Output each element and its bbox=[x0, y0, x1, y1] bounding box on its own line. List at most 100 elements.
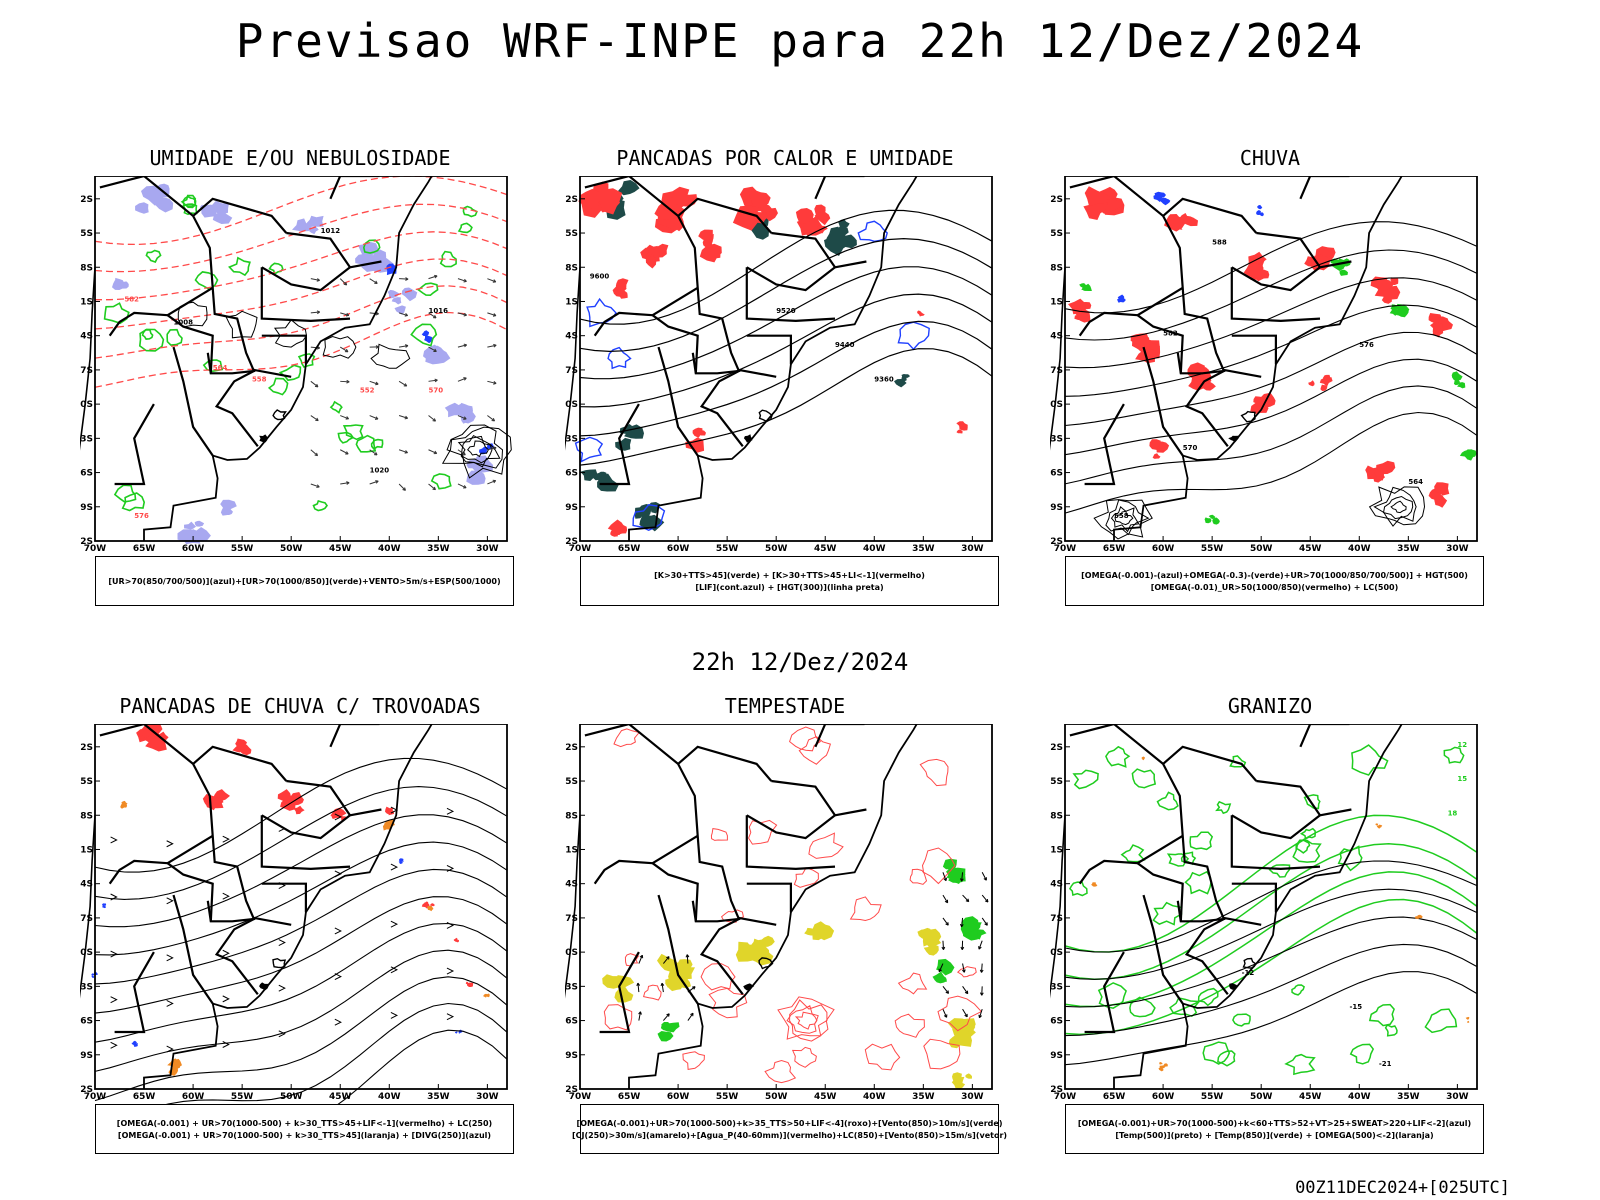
panel-chuva: CHUVA 588 582 576 570 564 558 12S 15S 18S 21S 24S 2… bbox=[1050, 146, 1490, 626]
strong-wind-vector bbox=[978, 946, 982, 950]
temp-850-contour bbox=[1156, 791, 1179, 811]
strong-wind-vector bbox=[981, 872, 987, 881]
lon-tick-label: 40W bbox=[863, 1092, 886, 1102]
country-border bbox=[1231, 779, 1322, 840]
moisture-upper-area bbox=[458, 402, 473, 412]
page-title: Previsao WRF-INPE para 22h 12/Dez/2024 bbox=[235, 14, 1365, 68]
wind-vector bbox=[457, 377, 467, 382]
wind-vector bbox=[398, 415, 408, 419]
moisture-core-area bbox=[424, 331, 430, 336]
country-border bbox=[593, 311, 653, 337]
divergence-area bbox=[398, 861, 403, 864]
omega-500-area bbox=[1159, 1062, 1163, 1065]
jet-stream-area bbox=[951, 1031, 972, 1047]
lat-tick-label: 21S bbox=[1050, 297, 1063, 307]
map-frame bbox=[94, 724, 508, 1090]
streamline-850 bbox=[777, 996, 835, 1040]
strong-wind-vector bbox=[961, 872, 964, 882]
wind-vector bbox=[340, 482, 350, 485]
streamline-850 bbox=[748, 819, 778, 845]
pressure-contour bbox=[225, 310, 258, 339]
contour-label: 564 bbox=[1408, 478, 1423, 486]
moisture-lower-contour bbox=[430, 473, 452, 490]
thickness-contour bbox=[95, 231, 508, 301]
wind-vector bbox=[369, 415, 379, 420]
lat-tick-label: 24S bbox=[80, 880, 93, 890]
country-border bbox=[1230, 815, 1321, 871]
thunder-heat-area bbox=[956, 429, 963, 434]
map-umidade: 1008 1012 1016 1020 576 570 564 558 552 582 12S 15S… bbox=[80, 176, 512, 554]
lon-tick-label: 30W bbox=[961, 1092, 984, 1102]
country-border bbox=[738, 368, 777, 378]
thunder-heat-area bbox=[699, 243, 722, 263]
wind-vector bbox=[343, 281, 348, 286]
lifted-index-contour bbox=[607, 346, 632, 370]
instability-area bbox=[824, 231, 851, 256]
country-border bbox=[652, 834, 699, 865]
lon-tick-label: 55W bbox=[716, 1092, 739, 1102]
lon-tick-label: 65W bbox=[133, 1092, 156, 1102]
temp-850-contour bbox=[1064, 898, 1478, 1036]
moisture-lower-contour bbox=[410, 323, 438, 347]
country-border bbox=[214, 370, 259, 447]
pressure-contour bbox=[446, 424, 504, 469]
height-300-contour bbox=[579, 320, 993, 437]
streamline-arrow bbox=[446, 1013, 455, 1021]
strong-wind-vector bbox=[961, 917, 964, 927]
lat-tick-label: 30S bbox=[1050, 948, 1063, 958]
thunder-heat-area bbox=[702, 238, 713, 249]
lon-tick-label: 35W bbox=[912, 1092, 935, 1102]
wind-vector bbox=[432, 486, 436, 491]
omega-500-area bbox=[1142, 757, 1145, 761]
low-level-wind-area bbox=[661, 1022, 673, 1032]
strong-wind-vector bbox=[639, 954, 644, 959]
low-level-wind-area bbox=[960, 919, 980, 935]
height-300-contour bbox=[579, 266, 993, 380]
moisture-upper-area bbox=[423, 344, 442, 362]
country-border bbox=[1299, 176, 1350, 200]
divergence-area bbox=[131, 1042, 137, 1046]
moisture-upper-area bbox=[211, 200, 230, 215]
streamline-arrow bbox=[390, 920, 399, 928]
thunder-rain-moderate-area bbox=[427, 906, 434, 912]
lon-tick-label: 55W bbox=[231, 544, 254, 554]
temp-850-contour bbox=[1131, 768, 1157, 789]
streamline-arrow bbox=[334, 870, 342, 878]
strong-wind-vector bbox=[945, 922, 949, 926]
temp-500-contour bbox=[1064, 943, 1478, 1037]
moisture-lower-contour bbox=[312, 500, 328, 512]
temp-850-contour bbox=[1368, 1003, 1395, 1027]
country-border bbox=[1230, 267, 1321, 323]
lat-tick-label: 30S bbox=[80, 400, 93, 410]
country-border bbox=[746, 882, 792, 913]
panel-title: UMIDADE E/OU NEBULOSIDADE bbox=[149, 146, 451, 170]
country-border bbox=[657, 894, 699, 1005]
height-500-contour bbox=[1064, 249, 1478, 341]
wind-vector bbox=[369, 480, 379, 485]
streamline-arrow bbox=[446, 967, 455, 975]
temp-850-contour bbox=[1184, 870, 1212, 895]
streamline-arrow bbox=[166, 999, 174, 1007]
streamline-850 bbox=[849, 896, 882, 922]
streamline-arrow bbox=[278, 1030, 286, 1038]
instability-area bbox=[838, 218, 850, 229]
strong-omega-area bbox=[1389, 308, 1399, 316]
country-border bbox=[1084, 403, 1125, 486]
height-300-contour bbox=[579, 209, 993, 325]
moisture-lower-contour bbox=[145, 249, 162, 263]
wind-vector bbox=[493, 446, 497, 451]
country-border bbox=[1223, 368, 1262, 378]
lake-outline bbox=[758, 957, 774, 970]
streamline-250 bbox=[94, 841, 508, 956]
strong-wind-vector bbox=[942, 872, 947, 881]
strong-wind-vector bbox=[636, 982, 641, 987]
strong-wind-vector bbox=[938, 968, 942, 973]
strong-wind-vector bbox=[637, 983, 640, 993]
country-border bbox=[1137, 834, 1184, 865]
streamline-arrow bbox=[390, 1011, 399, 1019]
country-border bbox=[814, 724, 865, 748]
country-border bbox=[108, 311, 168, 337]
country-border bbox=[1231, 882, 1277, 913]
lake-fill bbox=[1229, 983, 1238, 990]
weak-omega-area bbox=[1260, 212, 1264, 217]
